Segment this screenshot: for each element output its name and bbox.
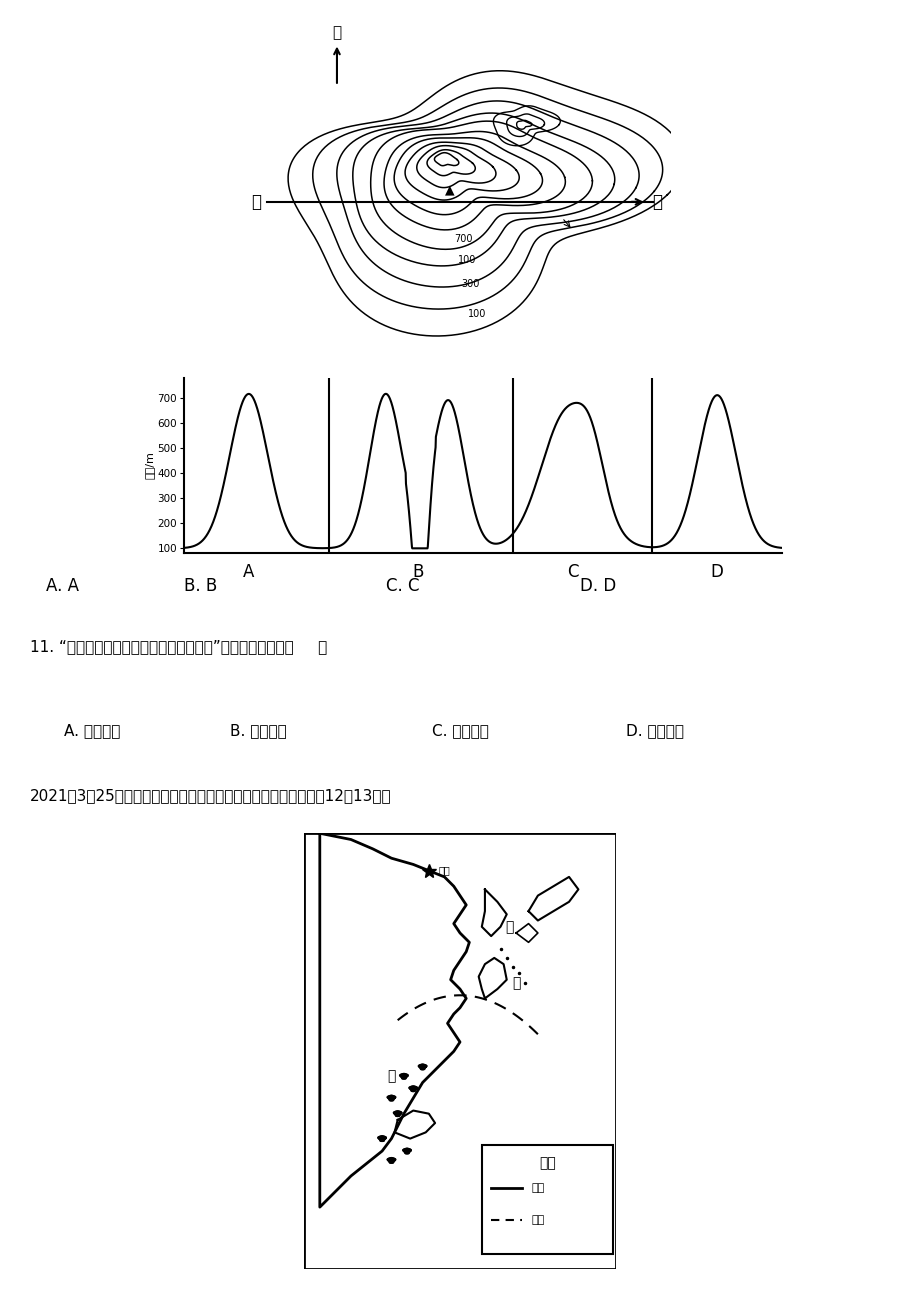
Text: ▲: ▲ — [444, 184, 454, 197]
Polygon shape — [403, 1148, 411, 1154]
Text: 图例: 图例 — [539, 1156, 555, 1170]
Text: 乙: 乙 — [505, 919, 514, 934]
Text: A. 半球位置: A. 半球位置 — [64, 723, 120, 738]
Polygon shape — [378, 1135, 386, 1142]
Text: 700: 700 — [454, 234, 472, 243]
Polygon shape — [418, 1064, 426, 1070]
Text: D: D — [710, 564, 723, 582]
Bar — [482, 1144, 612, 1254]
Y-axis label: 海拔/m: 海拔/m — [144, 452, 154, 479]
Text: D. 经度位置: D. 经度位置 — [625, 723, 683, 738]
Text: 甲: 甲 — [251, 193, 261, 211]
Text: 丙: 丙 — [511, 975, 520, 990]
Polygon shape — [387, 1095, 395, 1101]
Text: C. C: C. C — [386, 577, 419, 595]
Text: 2021年3月25日，我国在东海进行反潜实弹训练。结合如图，回答12～13题。: 2021年3月25日，我国在东海进行反潜实弹训练。结合如图，回答12～13题。 — [30, 788, 391, 803]
Text: D. D: D. D — [579, 577, 615, 595]
Text: 11. “中国位于亚欧大陆东部，太平洋西岸”描述的是我国的（     ）: 11. “中国位于亚欧大陆东部，太平洋西岸”描述的是我国的（ ） — [30, 639, 327, 655]
Text: 北京: 北京 — [437, 866, 449, 876]
Text: 北: 北 — [332, 26, 341, 40]
Polygon shape — [409, 1086, 417, 1091]
Text: 岛屿: 岛屿 — [531, 1215, 544, 1225]
Polygon shape — [387, 1157, 395, 1163]
Text: 乙: 乙 — [652, 193, 661, 211]
Text: C. 纬度位置: C. 纬度位置 — [432, 723, 489, 738]
Text: 100: 100 — [468, 310, 486, 319]
Text: B: B — [412, 564, 424, 582]
Text: 国界: 国界 — [531, 1184, 544, 1194]
Text: A: A — [243, 564, 255, 582]
Text: B. B: B. B — [184, 577, 217, 595]
Text: A. A: A. A — [46, 577, 79, 595]
Text: B. 海陆位置: B. 海陆位置 — [230, 723, 287, 738]
Text: 300: 300 — [460, 280, 479, 289]
Text: C: C — [566, 564, 578, 582]
Text: 100: 100 — [458, 255, 476, 264]
Polygon shape — [399, 1073, 408, 1079]
Text: 丁: 丁 — [387, 1069, 395, 1083]
Polygon shape — [393, 1111, 402, 1117]
